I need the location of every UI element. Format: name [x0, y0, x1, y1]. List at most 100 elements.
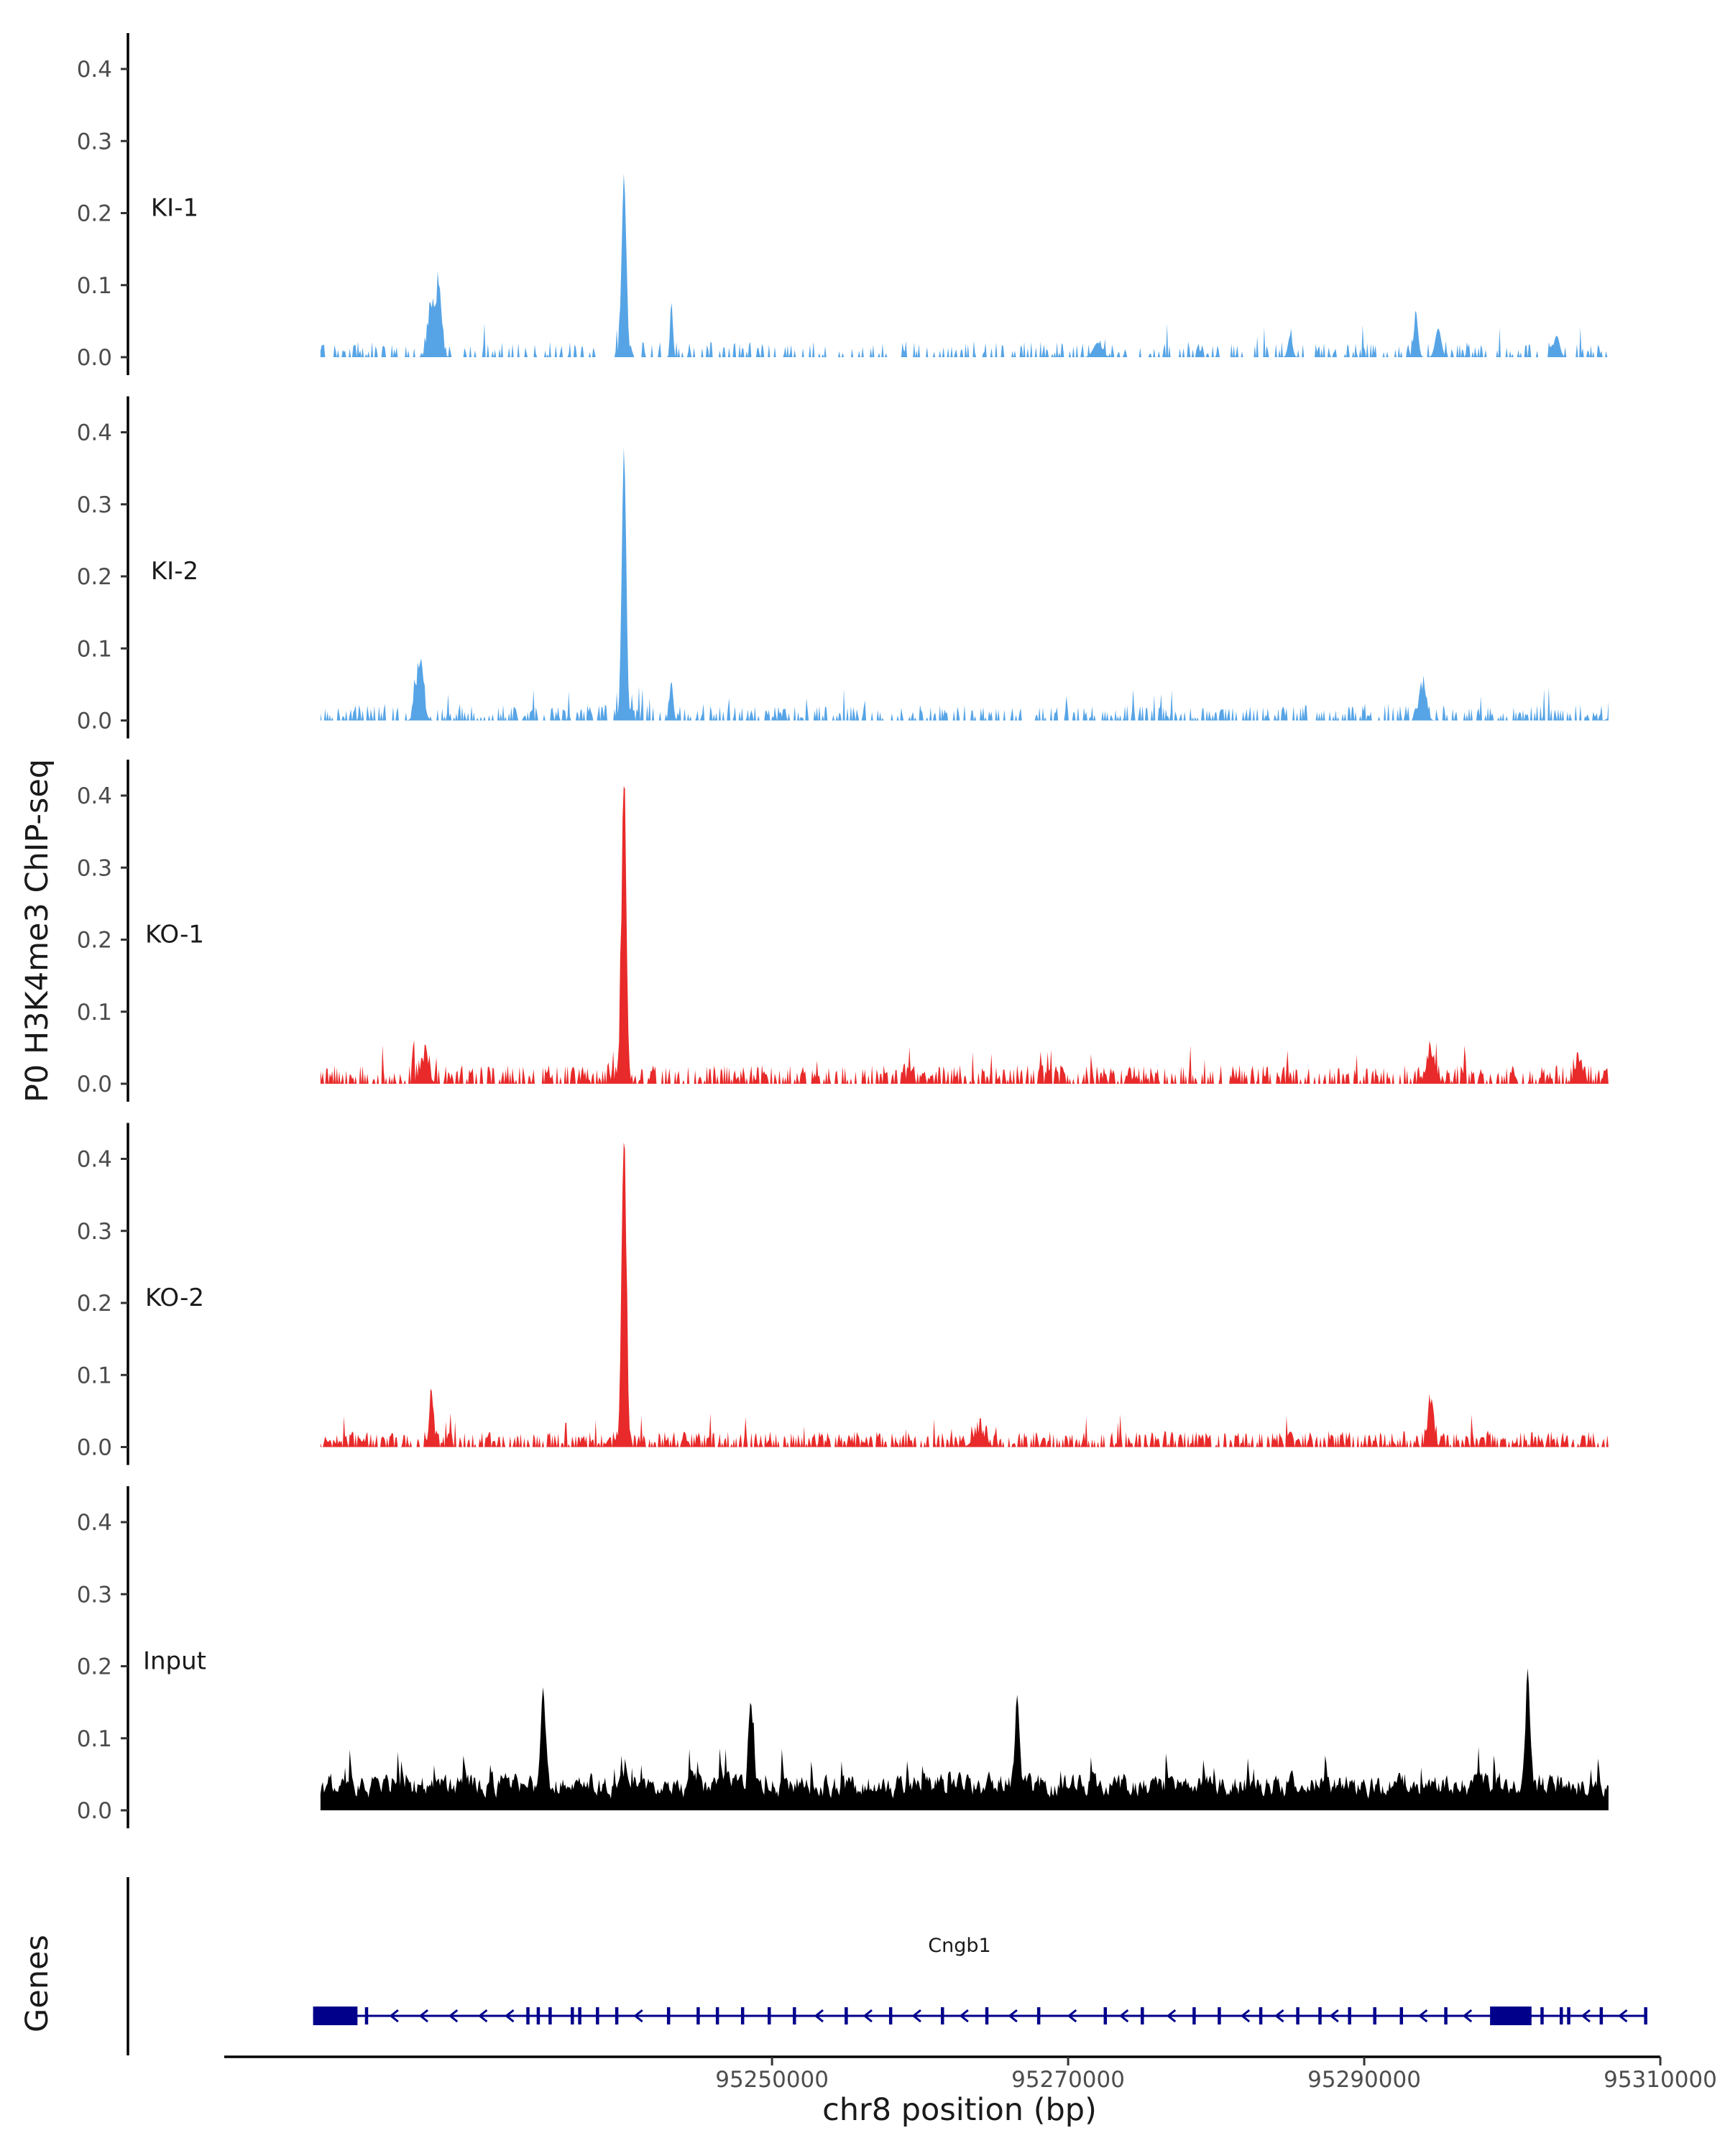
x-axis-title: chr8 position (bp): [822, 2092, 1097, 2128]
gene-label-cngb1: Cngb1: [928, 1935, 990, 1957]
strand-arrow: [911, 2009, 921, 2023]
y-tick-label: 0.2: [77, 928, 112, 954]
y-tick-label: 0.4: [77, 783, 112, 809]
gene-exon: [666, 2007, 671, 2024]
y-tick-label: 0.3: [77, 1219, 112, 1245]
signal-area-input: [320, 1668, 1609, 1810]
gene-exon: [1218, 2007, 1221, 2024]
gene-exon: [578, 2007, 581, 2024]
strand-arrow: [448, 2009, 459, 2023]
gene-exon: [1444, 2007, 1448, 2024]
signal-area-ko-1: [320, 786, 1609, 1084]
gene-exon: [740, 2007, 745, 2024]
gene-exon: [1540, 2007, 1544, 2024]
strand-arrow: [1240, 2009, 1251, 2023]
strand-arrow: [959, 2009, 969, 2023]
y-tick-label: 0.0: [77, 1435, 112, 1461]
y-tick-label: 0.4: [77, 420, 112, 446]
gene-exon: [1259, 2007, 1263, 2024]
strand-arrow: [1618, 2009, 1628, 2023]
y-tick-label: 0.4: [77, 1147, 112, 1173]
gene-exon: [715, 2007, 719, 2024]
gene-exon: [548, 2007, 552, 2024]
x-tick-label: 95250000: [715, 2067, 829, 2093]
gene-exon: [1296, 2007, 1300, 2024]
track-ko-2: 0.0 0.1 0.2 0.3 0.4 KO-2: [77, 1123, 1609, 1465]
track-ki-2: 0.0 0.1 0.2 0.3 0.4 KI-2: [77, 396, 1609, 739]
y-tick-label: 0.2: [77, 564, 112, 590]
strand-arrow: [814, 2009, 824, 2023]
track-label: KO-2: [145, 1284, 204, 1312]
gene-exon: [1373, 2007, 1376, 2024]
y-tick-label: 0.3: [77, 1582, 112, 1608]
y-tick-label: 0.1: [77, 273, 112, 299]
y-tick-label: 0.1: [77, 1000, 112, 1026]
strand-arrow: [633, 2009, 643, 2023]
strand-arrow: [1274, 2009, 1284, 2023]
y-tick-label: 0.2: [77, 201, 112, 227]
y-tick-label: 0.0: [77, 345, 112, 371]
gene-exon: [1318, 2007, 1322, 2024]
strand-arrow: [1581, 2009, 1591, 2023]
x-tick-label: 95290000: [1307, 2067, 1421, 2093]
gene-thick-block: [1490, 2007, 1532, 2025]
strand-arrow: [1462, 2009, 1473, 2023]
y-tick-label: 0.2: [77, 1654, 112, 1680]
signal-area-ki-1: [320, 173, 1609, 357]
strand-arrow: [1008, 2009, 1018, 2023]
y-tick-label: 0.4: [77, 57, 112, 83]
y-tick-label: 0.3: [77, 492, 112, 518]
signal-area-ko-2: [320, 1142, 1609, 1447]
gene-exon: [793, 2007, 796, 2024]
gene-exon: [571, 2007, 574, 2024]
track-label: KI-1: [151, 194, 198, 223]
strand-arrow: [1118, 2009, 1129, 2023]
genes-axis-title: Genes: [19, 1935, 55, 2032]
y-tick-label: 0.0: [77, 709, 112, 734]
gene-exon: [845, 2007, 848, 2024]
y-tick-label: 0.1: [77, 1363, 112, 1388]
tracks-layer: 0.00.10.20.30.4KI-10.00.10.20.30.4KI-20.…: [77, 33, 1609, 1828]
track-label: KO-1: [145, 921, 204, 949]
gene-exon: [1567, 2007, 1570, 2024]
strand-arrow: [1067, 2009, 1077, 2023]
strand-arrow: [1418, 2009, 1428, 2023]
track-label: KI-2: [151, 557, 198, 586]
y-tick-label: 0.1: [77, 636, 112, 662]
gene-thick-block: [313, 2007, 358, 2025]
strand-arrow: [478, 2009, 488, 2023]
gene-exon: [1192, 2007, 1196, 2024]
track-input: 0.0 0.1 0.2 0.3 0.4 Input: [77, 1486, 1609, 1828]
x-tick-label: 95270000: [1011, 2067, 1125, 2093]
gene-exon: [364, 2007, 369, 2024]
x-axis: 95250000 95270000 95290000 95310000: [224, 2055, 1717, 2093]
gene-exon: [1599, 2007, 1604, 2024]
gene-exon: [941, 2007, 944, 2024]
gene-exon: [1036, 2007, 1041, 2024]
gene-exon: [985, 2007, 989, 2024]
y-axis-title: P0 H3K4me3 ChIP-seq: [19, 759, 55, 1102]
gene-exon: [1559, 2007, 1563, 2024]
strand-arrow: [1329, 2009, 1339, 2023]
y-tick-label: 0.4: [77, 1510, 112, 1536]
gene-exon: [1644, 2007, 1647, 2024]
gene-exon: [696, 2007, 700, 2024]
gene-exon: [1399, 2007, 1404, 2024]
gene-exon: [1348, 2007, 1351, 2024]
gene-exon: [1141, 2007, 1144, 2024]
gene-exon: [536, 2007, 540, 2024]
gene-exon: [596, 2007, 599, 2024]
track-ko-1: 0.0 0.1 0.2 0.3 0.4 KO-1: [77, 760, 1609, 1102]
signal-area-ki-2: [320, 447, 1609, 721]
y-tick-label: 0.3: [77, 855, 112, 881]
gene-exon: [615, 2007, 619, 2024]
y-tick-label: 0.2: [77, 1291, 112, 1317]
gene-exon: [768, 2007, 771, 2024]
gene-exon: [526, 2007, 530, 2024]
strand-arrow: [389, 2009, 399, 2023]
track-label: Input: [143, 1647, 206, 1676]
y-tick-label: 0.1: [77, 1726, 112, 1752]
gene-exon: [888, 2007, 893, 2024]
y-tick-label: 0.3: [77, 129, 112, 155]
